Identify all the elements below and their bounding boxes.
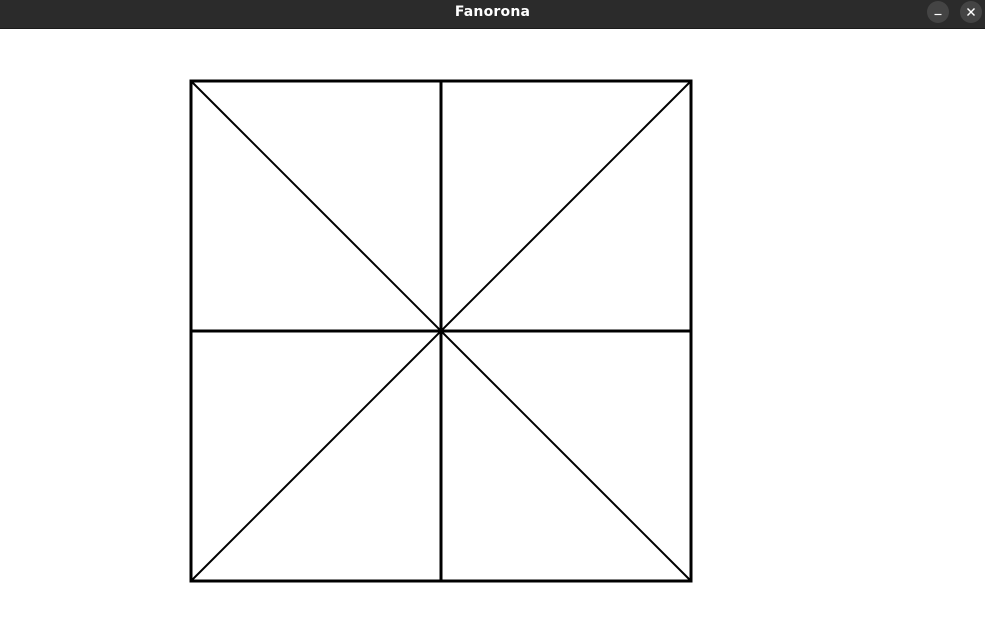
- title-bar[interactable]: Fanorona: [0, 0, 985, 29]
- fanorona-board[interactable]: [0, 29, 985, 629]
- minimize-icon: [934, 13, 942, 16]
- minimize-button[interactable]: [927, 1, 949, 23]
- game-canvas[interactable]: [0, 29, 985, 629]
- close-button[interactable]: [960, 1, 982, 23]
- board-diagonal-anti: [190, 80, 692, 582]
- window-title: Fanorona: [454, 4, 531, 20]
- close-icon: [967, 8, 975, 16]
